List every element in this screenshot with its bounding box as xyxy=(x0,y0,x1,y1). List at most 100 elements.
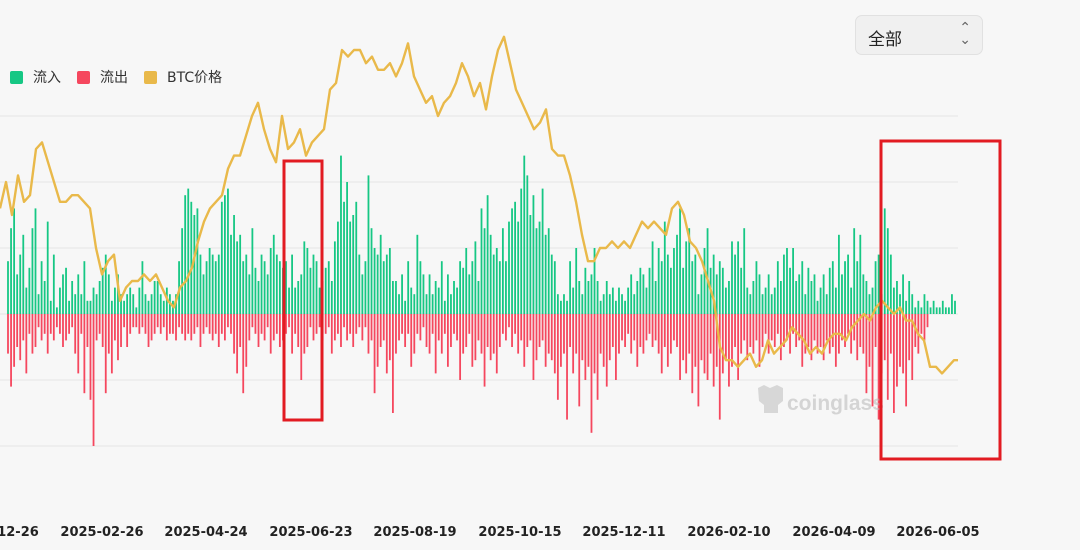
inflow-bar xyxy=(294,287,297,314)
inflow-bar xyxy=(767,274,770,314)
outflow-bar xyxy=(285,314,287,334)
inflow-bar xyxy=(578,281,581,314)
inflow-bar xyxy=(190,201,193,314)
outflow-bar xyxy=(376,314,379,367)
inflow-bar xyxy=(932,300,935,314)
inflow-bar xyxy=(132,294,135,314)
inflow-bar xyxy=(929,307,932,314)
outflow-bar xyxy=(630,314,633,354)
outflow-bar xyxy=(923,314,926,341)
outflow-bar xyxy=(28,314,31,334)
outflow-bar xyxy=(62,314,64,347)
inflow-bar xyxy=(798,274,801,314)
outflow-bar xyxy=(831,314,834,347)
inflow-bar xyxy=(728,281,730,314)
inflow-bar xyxy=(773,287,776,314)
outflow-bar xyxy=(220,314,223,334)
outflow-bar xyxy=(611,314,614,347)
outflow-bar xyxy=(123,314,125,328)
inflow-bar xyxy=(706,228,709,314)
highlight-box-june xyxy=(282,159,324,422)
inflow-bar xyxy=(691,261,694,314)
watermark-logo-icon xyxy=(758,385,783,413)
inflow-bar xyxy=(77,274,80,314)
inflow-bar xyxy=(138,287,141,314)
outflow-bar xyxy=(636,314,639,367)
inflow-bar xyxy=(703,248,706,314)
inflow-bar xyxy=(370,228,373,314)
outflow-bar xyxy=(10,314,12,387)
outflow-bar xyxy=(37,314,40,328)
outflow-bar xyxy=(22,314,25,341)
outflow-bar xyxy=(920,314,923,334)
inflow-bar xyxy=(324,267,327,314)
outflow-bar xyxy=(440,314,443,354)
outflow-bar xyxy=(755,314,758,341)
inflow-bar xyxy=(547,228,550,314)
legend-item-price[interactable]: BTC价格 xyxy=(144,67,222,87)
outflow-bar xyxy=(263,314,266,341)
outflow-bar xyxy=(853,314,856,341)
outflow-bar xyxy=(278,314,281,347)
outflow-bar xyxy=(883,314,886,361)
outflow-bar xyxy=(569,314,571,347)
inflow-bar xyxy=(581,294,584,314)
outflow-bar xyxy=(648,314,651,334)
outflow-bar xyxy=(578,314,581,407)
outflow-bar xyxy=(825,314,828,341)
inflow-bar xyxy=(883,208,886,314)
inflow-bar xyxy=(37,294,40,314)
outflow-bar xyxy=(13,314,16,367)
outflow-bar xyxy=(297,314,300,347)
outflow-bar xyxy=(734,314,736,347)
outflow-bar xyxy=(169,314,171,334)
outflow-bar xyxy=(456,314,458,341)
inflow-bar xyxy=(315,261,318,314)
outflow-bar xyxy=(404,314,407,347)
outflow-bar xyxy=(227,314,229,328)
legend-swatch-inflow xyxy=(10,70,23,84)
inflow-bar xyxy=(297,281,300,314)
outflow-bar xyxy=(159,314,162,334)
inflow-bar xyxy=(367,175,370,314)
outflow-bar xyxy=(679,314,681,380)
outflow-bar xyxy=(419,314,422,341)
outflow-bar xyxy=(392,314,394,413)
inflow-bar xyxy=(443,300,446,314)
inflow-bar xyxy=(193,215,196,314)
inflow-bar xyxy=(480,208,483,314)
inflow-bar xyxy=(593,248,596,314)
inflow-bar xyxy=(361,274,364,314)
inflow-bar xyxy=(746,287,749,314)
outflow-bar xyxy=(654,314,657,341)
outflow-bar xyxy=(764,314,767,334)
inflow-bar xyxy=(404,300,407,314)
inflow-bar xyxy=(239,234,242,314)
legend-item-inflow[interactable]: 流入 xyxy=(10,67,61,87)
range-select[interactable]: 全部 ⌃ ⌄ xyxy=(855,15,983,55)
outflow-bar xyxy=(437,314,440,341)
inflow-bar xyxy=(489,234,492,314)
inflow-bar xyxy=(868,294,871,314)
outflow-bar xyxy=(178,314,180,328)
inflow-bar xyxy=(508,221,510,314)
highlight-box-recent xyxy=(879,139,1002,461)
outflow-bar xyxy=(550,314,553,361)
outflow-bar xyxy=(501,314,504,334)
legend-item-outflow[interactable]: 流出 xyxy=(77,67,128,87)
inflow-bar xyxy=(364,261,367,314)
inflow-bar xyxy=(764,287,767,314)
inflow-bar xyxy=(330,281,333,314)
inflow-bar xyxy=(468,274,471,314)
outflow-bar xyxy=(608,314,611,361)
inflow-bar xyxy=(236,241,239,314)
inflow-bar xyxy=(83,261,86,314)
inflow-bar xyxy=(526,175,529,314)
inflow-bar xyxy=(517,221,520,314)
inflow-bar xyxy=(10,228,12,314)
inflow-bar xyxy=(395,281,397,314)
outflow-bar xyxy=(153,314,156,334)
outflow-bar xyxy=(49,314,52,334)
inflow-bar xyxy=(636,281,639,314)
inflow-bar xyxy=(123,300,125,314)
